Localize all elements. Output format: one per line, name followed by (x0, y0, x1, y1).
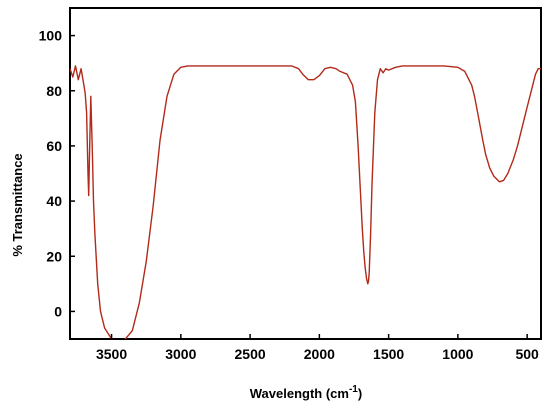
x-axis-title-main: Wavelength (cm (250, 386, 349, 401)
y-tick-label: 80 (46, 83, 62, 99)
x-axis-title-close: ) (358, 386, 362, 401)
y-tick-label: 40 (46, 193, 62, 209)
x-tick-label: 2500 (235, 346, 266, 362)
spectrum-series-line (70, 65, 541, 339)
x-axis-title: Wavelength (cm-1) (250, 384, 362, 401)
x-axis-title-superscript: -1 (349, 384, 358, 395)
x-tick-label: 3500 (96, 346, 127, 362)
x-tick-label: 3000 (165, 346, 196, 362)
x-tick-label: 1000 (442, 346, 473, 362)
x-tick-label: 2000 (304, 346, 335, 362)
spectrum-line-group (70, 65, 541, 339)
plot-frame (69, 7, 542, 340)
plot-area-border (69, 7, 542, 340)
y-tick-label: 0 (54, 303, 62, 319)
y-tick-label: 60 (46, 138, 62, 154)
y-tick-label: 20 (46, 248, 62, 264)
y-tick-label: 100 (39, 28, 63, 44)
x-tick-label: 500 (515, 346, 539, 362)
x-axis-ticks: 3500 3000 2500 2000 1500 1000 500 (96, 334, 539, 362)
x-tick-label: 1500 (373, 346, 404, 362)
y-axis-title: % Transmittance (10, 153, 25, 256)
y-axis-ticks: 0 20 40 60 80 100 (39, 28, 75, 319)
